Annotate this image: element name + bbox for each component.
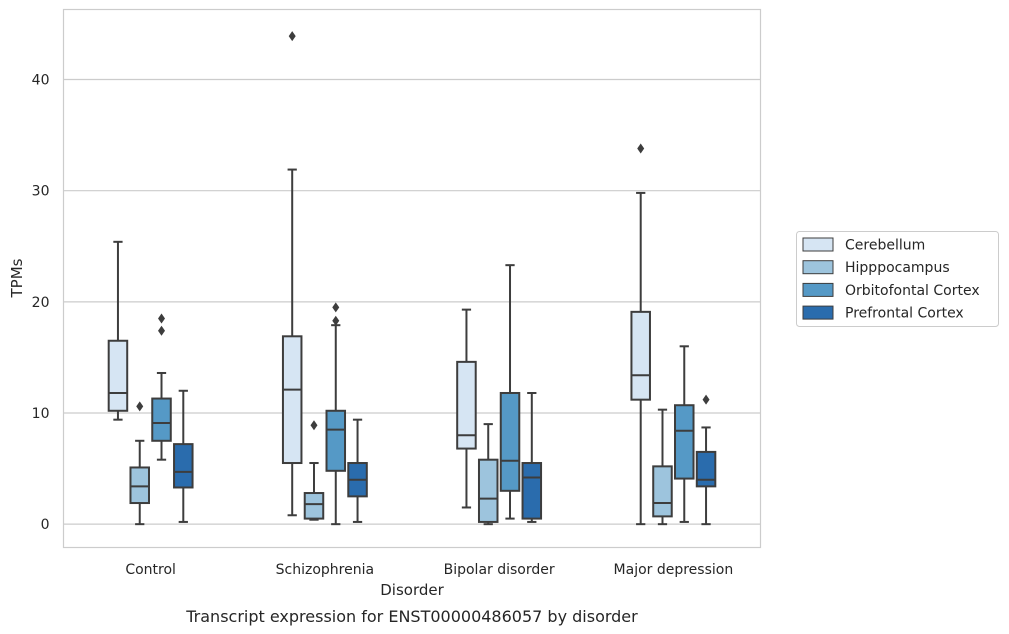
y-tick-label: 10 xyxy=(32,406,50,422)
box-orbitofontal-cortex-bipolar-disorder xyxy=(499,264,521,520)
chart-caption: Transcript expression for ENST0000048605… xyxy=(185,607,638,626)
box-cerebellum-schizophrenia xyxy=(281,31,303,517)
box xyxy=(325,409,347,472)
box-cerebellum-control xyxy=(107,240,129,421)
y-tick-label: 30 xyxy=(32,184,50,200)
x-tick-label: Control xyxy=(125,562,176,578)
box xyxy=(674,404,695,480)
box-hipppocampus-control xyxy=(129,401,150,526)
x-axis-label: Disorder xyxy=(380,581,444,599)
box xyxy=(521,462,543,520)
box-prefrontal-cortex-bipolar-disorder xyxy=(521,391,543,523)
y-axis-label: TPMs xyxy=(8,258,26,298)
legend-label: Cerebellum xyxy=(845,238,925,254)
box xyxy=(281,335,303,465)
outlier-point xyxy=(158,325,166,336)
box xyxy=(456,360,477,450)
legend-frame xyxy=(796,231,999,327)
outlier-point xyxy=(136,401,144,412)
boxes xyxy=(107,31,717,526)
box xyxy=(173,443,194,489)
box-orbitofontal-cortex-schizophrenia xyxy=(325,302,347,526)
box-hipppocampus-major-depression xyxy=(652,408,673,526)
outlier-point xyxy=(332,315,340,326)
legend-swatch xyxy=(802,282,834,297)
box-orbitofontal-cortex-major-depression xyxy=(674,345,695,523)
box-cerebellum-major-depression xyxy=(630,143,651,526)
box xyxy=(151,397,172,442)
box-prefrontal-cortex-major-depression xyxy=(695,394,717,526)
y-tick-label: 20 xyxy=(32,295,50,311)
box xyxy=(652,465,673,518)
legend-label: Hipppocampus xyxy=(845,260,950,276)
box xyxy=(477,458,499,523)
legend-swatch xyxy=(802,237,834,252)
y-tick-labels: 0 10 20 30 40 xyxy=(32,73,50,534)
box xyxy=(695,450,717,488)
x-tick-labels: Control Schizophrenia Bipolar disorder Majo… xyxy=(125,562,733,578)
legend: Cerebellum Hipppocampus Orbitofontal Corte… xyxy=(796,231,999,327)
plot-frame xyxy=(62,8,762,549)
outlier-point xyxy=(637,143,645,154)
box-prefrontal-cortex-control xyxy=(173,389,194,523)
x-tick-label: Major depression xyxy=(614,562,734,578)
outlier-point xyxy=(310,420,318,431)
box xyxy=(107,339,129,412)
box xyxy=(630,310,651,401)
box xyxy=(499,391,521,492)
x-tick-label: Bipolar disorder xyxy=(444,562,555,578)
box-cerebellum-bipolar-disorder xyxy=(456,308,477,509)
y-tick-label: 0 xyxy=(41,517,50,533)
box-hipppocampus-bipolar-disorder xyxy=(477,423,499,526)
legend-label: Orbitofontal Cortex xyxy=(845,283,980,299)
box-orbitofontal-cortex-control xyxy=(151,313,172,461)
box xyxy=(129,466,150,505)
box-hipppocampus-schizophrenia xyxy=(303,420,325,521)
box-prefrontal-cortex-schizophrenia xyxy=(347,418,368,523)
box xyxy=(303,492,325,520)
legend-swatch xyxy=(802,305,834,320)
legend-swatch xyxy=(802,260,834,275)
legend-label: Prefrontal Cortex xyxy=(845,306,964,322)
outlier-point xyxy=(702,394,710,405)
outlier-point xyxy=(332,302,340,313)
outlier-point xyxy=(158,313,166,324)
outlier-point xyxy=(288,31,296,42)
y-tick-label: 40 xyxy=(32,73,50,89)
x-tick-label: Schizophrenia xyxy=(276,562,374,578)
